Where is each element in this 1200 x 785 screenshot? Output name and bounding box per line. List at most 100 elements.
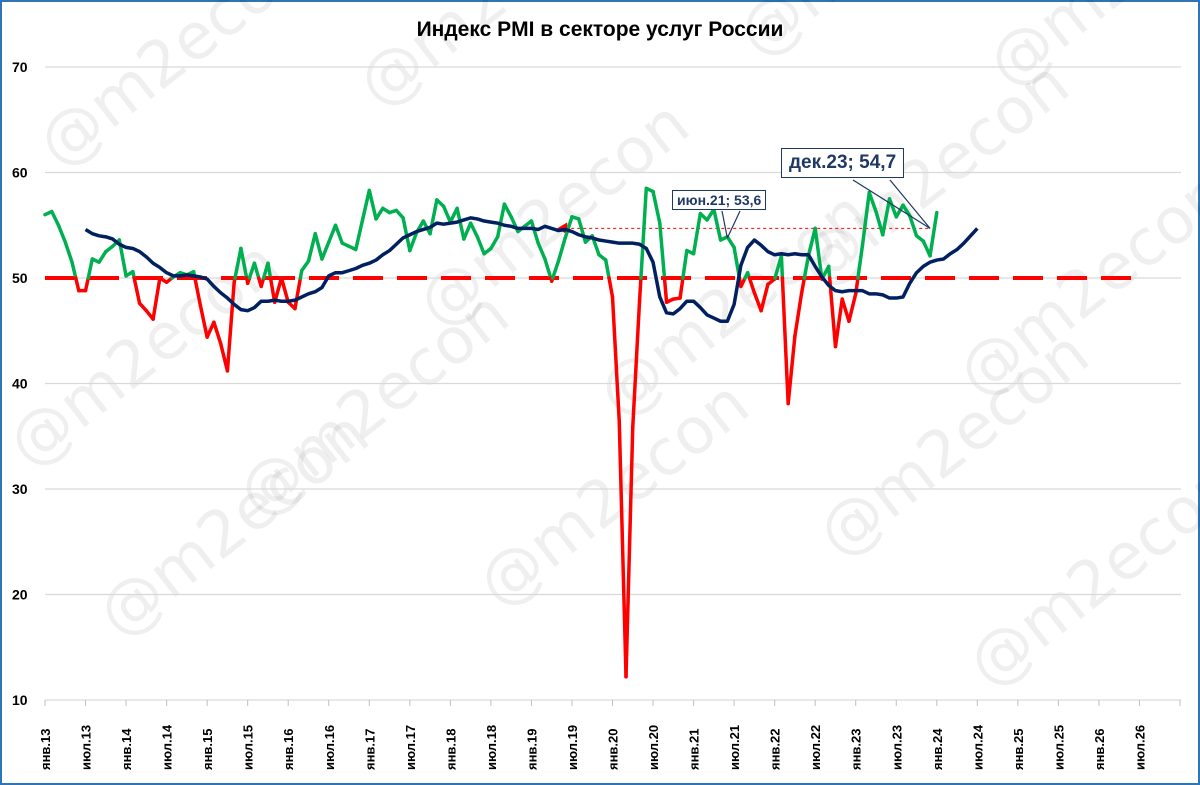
- pmi-segment: [691, 211, 703, 256]
- x-tick-label: июл.20: [646, 725, 661, 770]
- x-tick-label: янв.22: [768, 728, 783, 770]
- pmi-segment: [651, 189, 662, 225]
- pmi-segment: [63, 240, 74, 264]
- pmi-segment: [662, 276, 669, 305]
- pmi-segment: [408, 230, 419, 253]
- callout-leader: [721, 210, 728, 239]
- pmi-segment: [874, 209, 885, 237]
- x-tick-label: янв.16: [281, 728, 296, 770]
- pmi-segment: [86, 257, 95, 280]
- pmi-segment: [313, 231, 324, 261]
- pmi-segment: [637, 276, 643, 303]
- callout-leader: [889, 179, 931, 229]
- x-tick-label: июл.23: [889, 725, 904, 770]
- pmi-segment: [225, 280, 236, 373]
- pmi-segment: [658, 221, 667, 280]
- pmi-segment: [563, 215, 574, 240]
- x-tick-label: июл.15: [241, 725, 256, 770]
- pmi-segment: [374, 206, 385, 221]
- x-tick-label: янв.20: [606, 728, 621, 770]
- y-tick-label: 70: [12, 59, 28, 75]
- pmi-segment: [536, 241, 547, 261]
- pmi-segment: [887, 197, 899, 219]
- pmi-segment: [495, 202, 507, 239]
- chart-title: Индекс PMI в секторе услуг России: [416, 18, 784, 41]
- pmi-segment: [551, 259, 561, 280]
- pmi-segment: [455, 206, 466, 241]
- x-tick-label: янв.15: [200, 728, 215, 770]
- pmi-segment: [681, 248, 689, 280]
- annotation-dec23: дек.23; 54,7: [781, 148, 905, 178]
- pmi-segment: [624, 425, 635, 679]
- pmi-segment: [793, 291, 804, 338]
- watermark: @m2econ: [84, 396, 383, 652]
- pmi-segment: [327, 223, 338, 244]
- pmi-segment: [74, 276, 81, 293]
- pmi-segment: [70, 260, 78, 280]
- pmi-segment: [360, 188, 372, 222]
- x-tick-label: янв.19: [524, 728, 539, 770]
- pmi-segment: [299, 259, 311, 273]
- pmi-segment: [840, 297, 851, 324]
- pmi-segment: [813, 226, 824, 280]
- x-tick-label: июл.26: [1132, 725, 1147, 770]
- pmi-segment: [529, 219, 540, 245]
- pmi-segment: [747, 276, 757, 295]
- pmi-segment: [827, 276, 838, 349]
- pmi-segment: [833, 297, 844, 349]
- pmi-segment: [725, 235, 736, 250]
- callout-leader: [852, 179, 931, 229]
- x-tick-label: янв.21: [687, 728, 702, 770]
- x-tick-label: июл.19: [565, 725, 580, 770]
- pmi-segment: [268, 276, 277, 305]
- pmi-segment: [639, 186, 649, 280]
- y-tick-label: 20: [12, 587, 28, 603]
- pmi-segment: [306, 231, 317, 263]
- pmi-segment: [543, 257, 553, 280]
- annotation-jun21: июн.21; 53,6: [672, 190, 767, 210]
- pmi-segment: [610, 295, 622, 424]
- pmi-segment: [780, 276, 790, 406]
- pmi-segment: [212, 320, 223, 346]
- x-tick-label: июл.17: [403, 725, 418, 770]
- pmi-segment: [468, 221, 480, 239]
- y-tick-label: 50: [12, 270, 28, 286]
- x-tick-label: янв.26: [1092, 728, 1107, 770]
- pmi-segment: [441, 204, 453, 224]
- pmi-segment: [752, 291, 763, 313]
- pmi-segment: [151, 276, 162, 321]
- pmi-segment: [293, 276, 303, 311]
- watermark: @m2econ: [954, 446, 1200, 702]
- pmi-segment: [860, 190, 871, 248]
- x-tick-label: июл.16: [322, 725, 337, 770]
- pmi-segment: [867, 190, 878, 214]
- pmi-segment: [272, 276, 284, 305]
- x-tick-label: янв.23: [849, 728, 864, 770]
- pmi-segment: [233, 246, 243, 280]
- pmi-segment: [880, 197, 892, 237]
- pmi-segment: [239, 246, 249, 280]
- pmi-segment: [279, 276, 290, 305]
- pmi-segment: [401, 216, 412, 253]
- x-tick-label: янв.17: [362, 728, 377, 770]
- x-tick-label: июл.18: [484, 725, 499, 770]
- moving-average-line: [84, 216, 979, 324]
- pmi-segment: [50, 209, 61, 227]
- pmi-segment: [908, 214, 919, 238]
- y-tick-label: 10: [12, 692, 28, 708]
- y-tick-label: 30: [12, 481, 28, 497]
- x-tick-label: июл.14: [160, 724, 175, 770]
- pmi-segment: [826, 264, 832, 280]
- pmi-segment: [603, 258, 611, 280]
- pmi-segment: [607, 276, 615, 299]
- watermark: @m2econ: [0, 226, 293, 482]
- pmi-segment: [678, 276, 685, 300]
- pmi-segment: [759, 282, 770, 313]
- pmi-segment: [320, 240, 331, 261]
- pmi-segment: [193, 276, 203, 308]
- pmi-segment: [617, 419, 628, 679]
- pmi-segment: [83, 276, 90, 293]
- pmi-segment: [354, 218, 365, 252]
